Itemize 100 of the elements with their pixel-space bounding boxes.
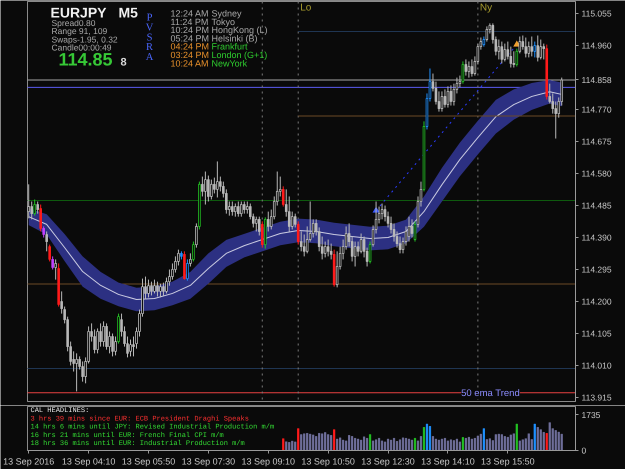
x-tick-label: 13 Sep 2016 — [3, 456, 54, 466]
candlestick — [354, 241, 356, 267]
candlestick — [254, 216, 258, 232]
y-tick-label: 114.960 — [582, 40, 612, 51]
candlestick — [153, 279, 156, 294]
candlestick — [150, 281, 153, 296]
candlestick — [99, 322, 102, 348]
candlestick — [201, 176, 204, 197]
annotation: 12:24 AM — [170, 8, 209, 18]
candlestick — [302, 234, 306, 257]
y-tick-label: 114.200 — [582, 296, 612, 306]
candlestick — [51, 256, 54, 270]
candlestick — [237, 201, 240, 218]
y-tick-label: 1735 — [582, 410, 601, 420]
annotation: Range 91, 109 — [52, 26, 108, 36]
candlestick — [240, 201, 243, 218]
annotation: HongKong (L) — [212, 25, 268, 36]
y-tick-label: 114.105 — [582, 328, 612, 338]
chart-subtitle: M5 — [118, 4, 138, 20]
candlestick — [464, 58, 468, 76]
ref-line-label: Lo — [300, 2, 312, 14]
candlestick — [440, 90, 444, 112]
candlestick — [231, 201, 234, 216]
candlestick — [282, 186, 285, 208]
x-tick-label: 13 Sep 07:30 — [182, 456, 236, 466]
y-tick-label: 114.485 — [582, 200, 612, 211]
candlestick — [539, 39, 542, 60]
candlestick — [246, 201, 249, 214]
candlestick — [536, 35, 540, 62]
candlestick — [45, 230, 48, 252]
annotation: Tokyo — [212, 16, 236, 27]
annotation: PVSRA — [146, 12, 154, 64]
candlestick — [159, 283, 162, 298]
candlestick — [498, 39, 500, 60]
y-tick-label: 0 — [582, 446, 586, 456]
candlestick — [54, 258, 57, 280]
annotation: 8 — [120, 56, 127, 68]
y-tick-label: 115.055 — [582, 8, 612, 19]
candlestick — [243, 201, 246, 214]
candlestick — [336, 250, 338, 288]
candlestick — [129, 339, 132, 357]
annotation: Sydney — [212, 8, 242, 18]
candlestick — [512, 50, 516, 68]
candlestick — [324, 241, 326, 258]
y-tick-label: 114.295 — [582, 264, 612, 275]
candlestick — [258, 216, 261, 236]
candlestick — [486, 26, 488, 42]
x-tick-label: 13 Sep 04:10 — [62, 456, 116, 466]
candlestick — [111, 332, 114, 357]
candlestick — [444, 88, 446, 108]
candlestick — [75, 352, 78, 392]
candlestick — [156, 281, 159, 297]
candlestick — [330, 243, 332, 260]
candlestick — [42, 226, 45, 238]
annotation: London (G+1) — [212, 50, 268, 60]
candlestick — [468, 60, 470, 78]
candlestick — [290, 211, 294, 230]
candlestick — [360, 232, 362, 254]
x-tick-label: 13 Sep 05:50 — [122, 456, 176, 466]
y-tick-label: 114.858 — [582, 74, 612, 85]
annotation: 05:24 PM — [170, 33, 210, 44]
annotation: 10:24 AM — [170, 58, 209, 68]
annotation: 03:24 PM — [170, 50, 210, 60]
candlestick — [81, 360, 84, 382]
y-tick-label: 114.390 — [582, 232, 612, 243]
annotation: 11:24 PM — [170, 16, 208, 27]
annotation: 50 ema Trend — [461, 388, 520, 399]
candlestick — [266, 211, 270, 232]
annotation: 04:24 PM — [170, 42, 210, 52]
candlestick — [504, 43, 506, 62]
candlestick — [216, 160, 219, 198]
candlestick — [207, 175, 210, 202]
candlestick — [36, 201, 39, 214]
y-tick-label: 114.770 — [582, 104, 612, 115]
candlestick — [530, 36, 534, 57]
candlestick — [296, 220, 300, 246]
candlestick — [326, 239, 330, 257]
candlestick — [105, 322, 108, 350]
candlestick — [33, 198, 36, 216]
candlestick — [147, 279, 150, 298]
annotation: 10:24 PM — [170, 25, 210, 36]
candlestick — [186, 258, 189, 282]
candlestick — [204, 171, 207, 206]
y-tick-label: 114.580 — [582, 168, 612, 179]
candlestick — [500, 41, 504, 64]
candlestick — [210, 179, 213, 200]
ref-line-label: Ny — [480, 2, 492, 14]
candlestick — [446, 86, 450, 108]
candlestick — [102, 320, 105, 348]
x-tick-label: 13 Sep 12:30 — [361, 456, 415, 466]
candlestick — [470, 58, 474, 78]
candlestick — [462, 60, 464, 84]
candlestick — [356, 241, 360, 257]
x-tick-label: 13 Sep 15:50 — [481, 456, 535, 466]
annotation: Frankfurt — [212, 42, 248, 52]
x-tick-label: 13 Sep 09:10 — [241, 456, 296, 466]
candlestick — [213, 177, 216, 194]
candlestick — [524, 37, 528, 58]
annotation: NewYork — [212, 58, 248, 68]
candlestick — [533, 41, 536, 58]
